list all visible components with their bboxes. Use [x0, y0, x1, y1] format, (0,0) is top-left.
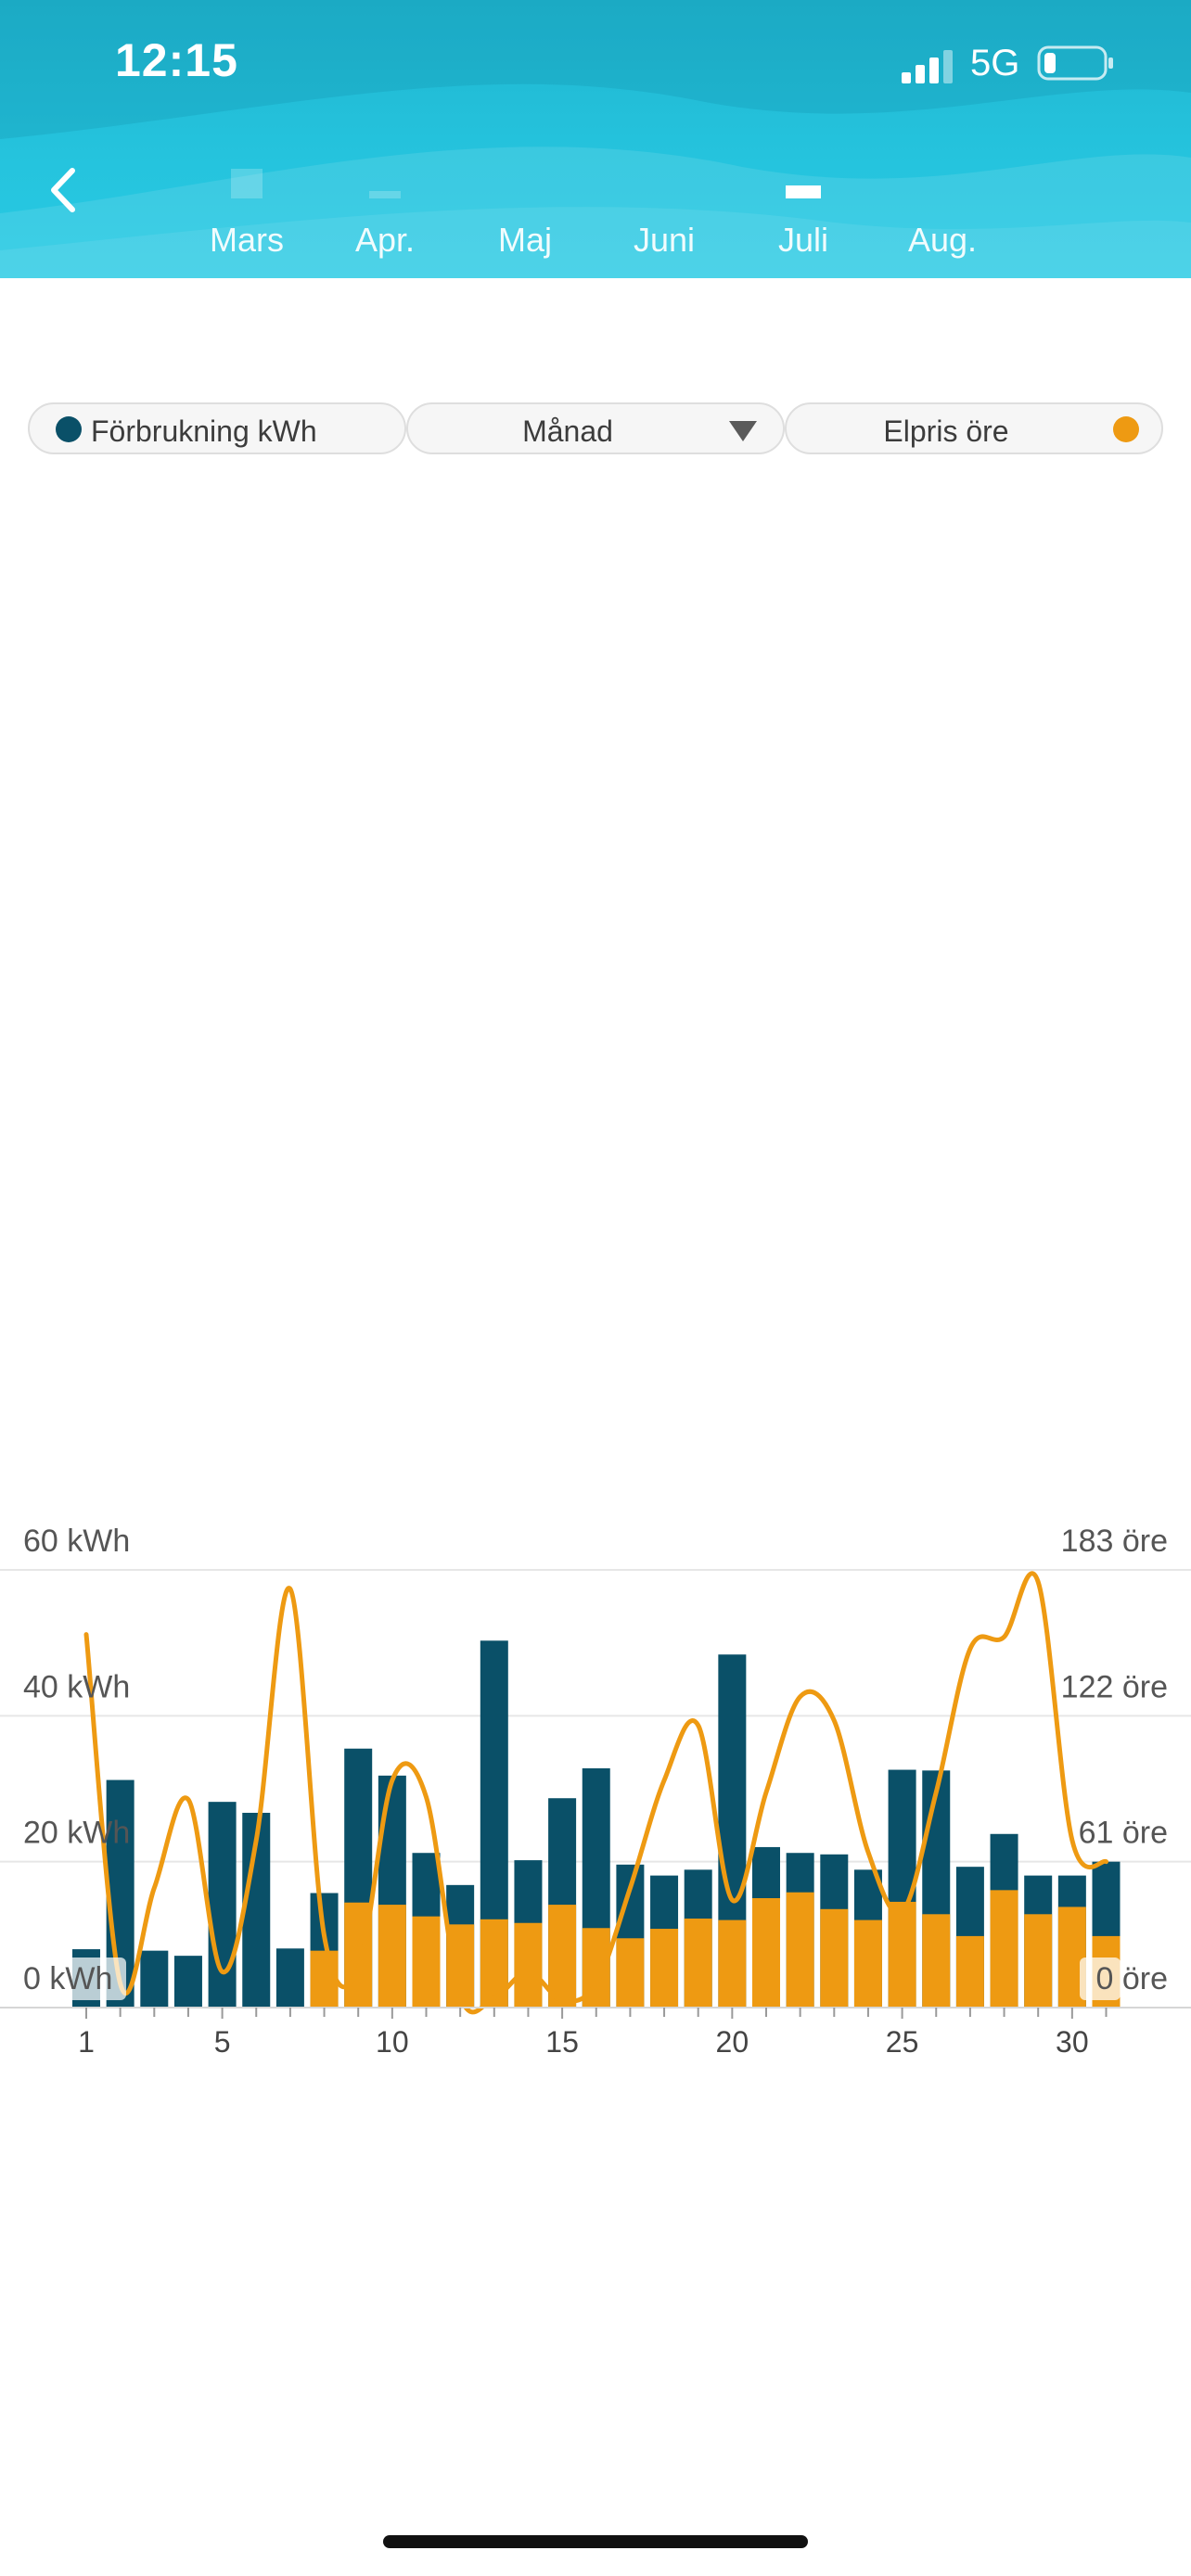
- cellular-signal-icon: [902, 50, 953, 83]
- price-line: [83, 1571, 1108, 2015]
- consumption-bar: [208, 1802, 237, 2008]
- battery-icon: [1037, 45, 1113, 81]
- header-wave-decoration: [0, 0, 1191, 278]
- y-tick-label-right: 0 öre: [1096, 1961, 1169, 1996]
- month-selector: Mars Apr. Maj Juni Juli Aug.: [0, 139, 1191, 278]
- month-item-juli[interactable]: Juli: [738, 139, 868, 278]
- month-label: Apr.: [354, 221, 416, 259]
- y-tick-label-right: 183 öre: [1061, 1524, 1168, 1559]
- consumption-bar: [275, 1948, 304, 2008]
- consumption-toggle[interactable]: Förbrukning kWh: [28, 402, 406, 454]
- month-label: Mars: [210, 221, 284, 259]
- price-overlay-bar: [480, 1919, 508, 2008]
- price-overlay-bar: [548, 1905, 577, 2008]
- consumption-bar: [140, 1950, 169, 2008]
- price-toggle-label: Elpris öre: [883, 414, 1009, 448]
- price-overlay-bar: [820, 1908, 849, 2008]
- price-overlay-bar: [650, 1929, 679, 2008]
- y-tick-label-left: 60 kWh: [23, 1524, 130, 1559]
- x-tick-label: 1: [78, 2025, 95, 2059]
- price-overlay-bar: [684, 1919, 712, 2008]
- price-overlay-bar: [990, 1890, 1018, 2008]
- price-toggle[interactable]: Elpris öre: [785, 402, 1163, 454]
- month-label: Juni: [633, 221, 696, 259]
- x-tick-label: 30: [1056, 2025, 1089, 2059]
- y-tick-label-right: 122 öre: [1061, 1669, 1168, 1704]
- price-overlay-bar: [378, 1905, 406, 2008]
- price-overlay-bar: [1024, 1914, 1053, 2008]
- y-tick-label-left: 0 kWh: [23, 1961, 112, 1996]
- price-overlay-bar: [514, 1922, 543, 2008]
- consumption-legend-dot: [56, 416, 82, 442]
- x-tick-label: 5: [214, 2025, 231, 2059]
- status-time: 12:15: [115, 34, 238, 86]
- month-item-mars[interactable]: Mars: [182, 139, 312, 278]
- month-item-aug[interactable]: Aug.: [877, 139, 1007, 278]
- app-header: 12:15 5G Mars Apr. Maj Juni: [0, 0, 1191, 278]
- month-usage-bar: [786, 185, 821, 198]
- home-indicator: [383, 2535, 808, 2548]
- price-overlay-bar: [616, 1938, 645, 2008]
- price-legend-dot: [1113, 416, 1139, 442]
- month-usage-bar: [369, 191, 401, 198]
- dropdown-triangle-icon: [729, 421, 757, 441]
- month-label: Juli: [777, 221, 829, 259]
- month-label: Maj: [497, 221, 552, 259]
- price-overlay-bar: [718, 1919, 747, 2008]
- month-usage-bar: [231, 169, 263, 198]
- y2-label-backdrop: [1080, 1958, 1121, 2000]
- x-tick-label: 25: [886, 2025, 919, 2059]
- month-item-apr[interactable]: Apr.: [320, 139, 450, 278]
- period-dropdown-label: Månad: [522, 414, 613, 448]
- price-overlay-bar: [853, 1919, 882, 2008]
- y-label-backdrop: [65, 1958, 126, 2000]
- y-tick-label-right: 61 öre: [1079, 1816, 1168, 1851]
- month-item-maj[interactable]: Maj: [460, 139, 590, 278]
- chart-controls: Förbrukning kWh Månad Elpris öre: [0, 402, 1191, 458]
- price-overlay-bar: [888, 1901, 916, 2008]
- network-type: 5G: [970, 43, 1020, 83]
- price-overlay-bar: [786, 1892, 814, 2008]
- x-tick-label: 15: [545, 2025, 579, 2059]
- y-tick-label-left: 20 kWh: [23, 1816, 130, 1851]
- price-overlay-bar: [752, 1898, 780, 2008]
- y-tick-label-left: 40 kWh: [23, 1669, 130, 1704]
- price-overlay-bar: [412, 1916, 441, 2008]
- month-item-juni[interactable]: Juni: [599, 139, 729, 278]
- x-tick-label: 20: [716, 2025, 749, 2059]
- x-tick-label: 10: [376, 2025, 409, 2059]
- price-overlay-bar: [955, 1935, 984, 2008]
- consumption-bar: [173, 1956, 202, 2008]
- period-dropdown[interactable]: Månad: [406, 402, 785, 454]
- consumption-toggle-label: Förbrukning kWh: [91, 414, 317, 448]
- back-chevron-icon[interactable]: [37, 158, 93, 223]
- month-label: Aug.: [907, 221, 978, 259]
- price-overlay-bar: [922, 1914, 951, 2008]
